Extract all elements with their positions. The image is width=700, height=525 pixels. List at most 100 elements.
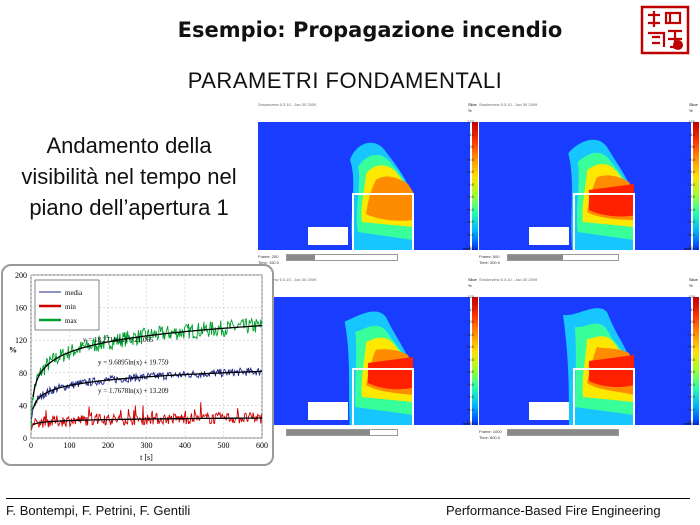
colorbar-tick-label: 90.0 bbox=[466, 331, 474, 337]
colorbar-tick-label: 20.0 bbox=[687, 244, 695, 249]
time-label: Time: 150.0 bbox=[258, 260, 279, 265]
y-tick-label: 0 bbox=[23, 434, 27, 443]
x-axis-label: t [s] bbox=[140, 453, 153, 462]
simulation-panel: Smokeview 5.3.10 - Jan 30 2009 120 110 100 9… bbox=[479, 102, 700, 280]
x-tick-label: 400 bbox=[179, 441, 191, 450]
simulation-panel: Smokeview 5.3.10 - Jan 30 2009 120 110 100 9… bbox=[258, 102, 480, 280]
mesh-label: mesh: 1 bbox=[463, 246, 478, 251]
time-progress-fill bbox=[287, 430, 370, 435]
colorbar-tick-label: 90.0 bbox=[687, 331, 695, 337]
fit-equation-label: y = 1.7678ln(x) + 13.209 bbox=[98, 387, 169, 395]
colorbar-tick-label: 30.0 bbox=[466, 231, 474, 237]
colorbar-tick-label: 100 bbox=[467, 144, 474, 149]
colorbar-tick-label: 70.0 bbox=[466, 181, 474, 187]
colorbar-tick-label: 90.0 bbox=[466, 156, 474, 162]
colorbar-tick-label: 20.0 bbox=[466, 419, 474, 424]
series-line-max bbox=[30, 317, 263, 430]
colorbar-tick-label: 50.0 bbox=[687, 381, 695, 387]
legend bbox=[34, 279, 100, 331]
footer-course: Performance-Based Fire Engineering bbox=[446, 503, 661, 518]
frame-label: Frame: 1000 bbox=[479, 429, 502, 434]
time-progress-bar bbox=[286, 254, 398, 261]
colorbar-ticks: 120 110 100 90.0 80.0 70.0 60.0 50.0 40.0 30.0 20.… bbox=[683, 119, 695, 253]
colorbar-tick-label: 40.0 bbox=[466, 219, 474, 224]
trendline-media bbox=[32, 370, 262, 410]
footer-divider bbox=[6, 498, 690, 499]
x-tick-label: 500 bbox=[218, 441, 230, 450]
colorbar-tick-label: 110 bbox=[688, 306, 695, 312]
colorbar-tick-label: 80.0 bbox=[466, 169, 474, 174]
fit-equation-label: y = 18.271ln(x) + 21.065 bbox=[83, 336, 154, 344]
y-tick-label: 120 bbox=[15, 336, 27, 345]
colorbar-tick-label: 110 bbox=[467, 131, 474, 137]
panel-header-text: Smokeview 5.3.10 - Jan 30 2009 bbox=[479, 277, 538, 282]
colorbar-tick-label: 90.0 bbox=[687, 156, 695, 162]
trendline-min bbox=[32, 417, 262, 426]
fit-equation-label: y = 9.6895ln(x) + 19.759 bbox=[98, 359, 169, 367]
x-tick-label: 200 bbox=[102, 441, 114, 450]
colorbar-title: Slice bbox=[689, 277, 698, 282]
smoke-plume-plot bbox=[258, 297, 470, 425]
colorbar-tick-label: 50.0 bbox=[466, 206, 474, 212]
y-tick-label: 80 bbox=[19, 369, 27, 378]
colorbar-tick-label: 80.0 bbox=[466, 344, 474, 349]
colorbar-tick-label: 20.0 bbox=[687, 419, 695, 424]
frame-time-readout: Frame: 250 Time: 150.0 bbox=[258, 254, 279, 266]
colorbar-tick-label: 100 bbox=[688, 319, 695, 324]
colorbar-tick-label: 60.0 bbox=[466, 369, 474, 374]
y-tick-label: 40 bbox=[19, 401, 27, 410]
time-progress-bar bbox=[507, 254, 619, 261]
colorbar-tick-label: 120 bbox=[467, 294, 474, 299]
colorbar-title: Slice bbox=[689, 102, 698, 107]
colorbar-tick-label: 40.0 bbox=[466, 394, 474, 399]
time-progress-bar bbox=[286, 429, 398, 436]
colorbar-tick-label: 80.0 bbox=[687, 169, 695, 174]
frame-label: Frame: 500 bbox=[479, 254, 500, 259]
colorbar-title: Slice bbox=[468, 277, 477, 282]
panel-header-text: Smokeview 5.3.10 - Jan 30 2009 bbox=[479, 102, 538, 107]
colorbar-tick-label: 70.0 bbox=[687, 356, 695, 362]
mesh-label: mesh: 1 bbox=[684, 421, 699, 426]
colorbar-tick-label: 110 bbox=[688, 131, 695, 137]
trendline-max bbox=[32, 324, 263, 398]
smoke-plume-plot bbox=[258, 122, 470, 250]
y-tick-label: 160 bbox=[15, 304, 27, 313]
legend-entry: media bbox=[65, 289, 83, 297]
colorbar-tick-label: 70.0 bbox=[466, 356, 474, 362]
smoke-plume-plot bbox=[479, 122, 691, 250]
frame-time-readout: Frame: 500 Time: 300.0 bbox=[479, 254, 500, 266]
section-heading: PARAMETRI FONDAMENTALI bbox=[187, 68, 503, 93]
panel-header-text: Smokeview 5.3.10 - Jan 30 2009 bbox=[258, 277, 317, 282]
time-progress-fill bbox=[508, 430, 618, 435]
colorbar-tick-label: 60.0 bbox=[687, 369, 695, 374]
y-axis-label: % bbox=[9, 345, 17, 354]
colorbar-tick-label: 110 bbox=[467, 306, 474, 312]
colorbar bbox=[693, 122, 699, 250]
time-progress-fill bbox=[287, 255, 315, 260]
colorbar-unit: % bbox=[689, 283, 693, 288]
mesh-label: mesh: 1 bbox=[463, 421, 478, 426]
slide-title: Esempio: Propagazione incendio bbox=[177, 18, 563, 42]
colorbar-tick-label: 40.0 bbox=[687, 219, 695, 224]
description-text: Andamento della visibilità nel tempo nel… bbox=[21, 133, 237, 220]
legend-entry: min bbox=[65, 303, 76, 311]
simulation-panel: Smokeview 5.3.10 - Jan 30 2009 120 110 100 9… bbox=[258, 277, 480, 455]
colorbar-tick-label: 120 bbox=[688, 119, 695, 124]
colorbar-tick-label: 60.0 bbox=[687, 194, 695, 199]
university-seal-logo bbox=[640, 5, 690, 55]
colorbar-tick-label: 40.0 bbox=[687, 394, 695, 399]
colorbar-unit: % bbox=[689, 108, 693, 113]
colorbar-unit: % bbox=[468, 108, 472, 113]
visibility-chart: 0 40 80 120 160 200 0 100 200 300 400 500 600 t [s]% y… bbox=[1, 264, 274, 466]
colorbar bbox=[472, 297, 478, 425]
colorbar-unit: % bbox=[468, 283, 472, 288]
x-tick-label: 600 bbox=[256, 441, 268, 450]
time-label: Time: 600.0 bbox=[479, 435, 500, 440]
colorbar-tick-label: 120 bbox=[467, 119, 474, 124]
legend-entry: max bbox=[65, 317, 78, 325]
mesh-label: mesh: 1 bbox=[684, 246, 699, 251]
colorbar-tick-label: 30.0 bbox=[466, 406, 474, 412]
x-tick-label: 100 bbox=[64, 441, 76, 450]
smoke-plume-plot bbox=[479, 297, 691, 425]
y-tick-label: 200 bbox=[15, 271, 27, 280]
